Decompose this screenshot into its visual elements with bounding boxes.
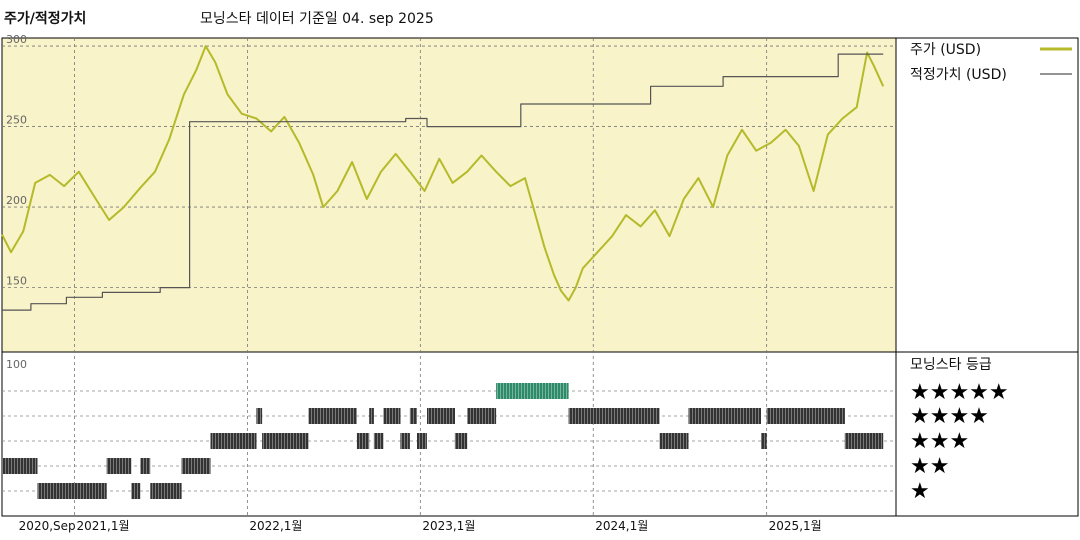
x-tick-label: 2025,1월 [769, 519, 822, 533]
rating-bar-2-star [140, 458, 151, 474]
rating-legend: 모닝스타 등급 ★★★★★ ★★★★ ★★★ ★★ ★ 100 [6, 357, 1009, 504]
rating-bars [2, 383, 884, 499]
chart-title: 주가/적정가치 [4, 11, 87, 27]
rating-bar-3-star [659, 433, 689, 449]
rating-bar-4-star [308, 408, 357, 424]
rating-bar-5-star [496, 383, 569, 399]
rating-bar-3-star [210, 433, 257, 449]
rating-bar-4-star [467, 408, 497, 424]
x-tick-label: 2023,1월 [422, 519, 475, 533]
rating-bar-3-star [262, 433, 309, 449]
legend: 주가 (USD) 적정가치 (USD) [910, 42, 1072, 83]
rating-level-1-star: ★ [910, 479, 930, 504]
series-lines [1, 45, 885, 311]
rating-bar-4-star [383, 408, 401, 424]
x-tick-label: 2020,Sep [19, 519, 76, 533]
y-tick-label: 250 [6, 114, 27, 127]
chart-subtitle: 모닝스타 데이터 기준일 04. sep 2025 [200, 11, 434, 27]
rating-bar-3-star [844, 433, 884, 449]
x-tick-labels: 2020,Sep 2021,1월 2022,1월 2023,1월 2024,1월 2025… [19, 519, 822, 533]
rating-bar-2-star [2, 458, 38, 474]
price-series-line [1, 45, 885, 302]
rating-level-2-stars: ★★ [910, 454, 949, 479]
price-panel-background [2, 38, 896, 352]
y-tick-label: 150 [6, 275, 27, 288]
rating-bar-4-star [427, 408, 455, 424]
rating-bar-1-star [150, 483, 182, 499]
fair-value-series-line [2, 53, 884, 311]
rating-bar-3-star [417, 433, 427, 449]
rating-panel-frame [1, 351, 1079, 517]
rating-bar-3-star [761, 433, 767, 449]
rating-bar-4-star [568, 408, 660, 424]
rating-panel-top-label: 100 [6, 358, 27, 371]
rating-bar-4-star [766, 408, 845, 424]
rating-legend-title: 모닝스타 등급 [910, 357, 992, 373]
x-tick-label: 2024,1월 [595, 519, 648, 533]
rating-level-3-stars: ★★★ [910, 429, 969, 454]
rating-level-5-stars: ★★★★★ [910, 380, 1009, 405]
legend-price-label: 주가 (USD) [910, 42, 981, 58]
rating-bar-3-star [454, 433, 468, 449]
rating-bar-4-star [688, 408, 761, 424]
rating-bar-1-star [131, 483, 141, 499]
rating-bar-1-star [37, 483, 107, 499]
rating-bar-3-star [356, 433, 370, 449]
y-tick-label: 200 [6, 194, 27, 207]
y-tick-label: 300 [6, 33, 27, 46]
rating-bar-3-star [373, 433, 384, 449]
rating-bar-4-star [256, 408, 263, 424]
rating-bar-4-star [369, 408, 374, 424]
x-tick-label: 2022,1월 [249, 519, 302, 533]
y-tick-labels: 150 200 250 300 [6, 33, 27, 288]
rating-bar-2-star [106, 458, 132, 474]
rating-bar-3-star [400, 433, 410, 449]
rating-level-4-stars: ★★★★ [910, 404, 989, 429]
legend-fair-value-label: 적정가치 (USD) [910, 67, 1007, 83]
rating-bar-4-star [409, 408, 417, 424]
x-tick-label: 2021,1월 [76, 519, 129, 533]
rating-bar-2-star [181, 458, 211, 474]
